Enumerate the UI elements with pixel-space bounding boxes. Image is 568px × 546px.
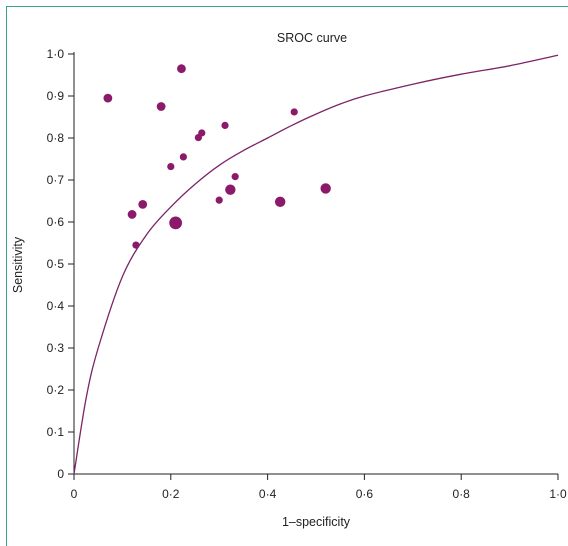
- study-point: [156, 102, 166, 111]
- sroc-curve-layer: [73, 54, 559, 475]
- axes: [68, 52, 559, 480]
- x-tick-label: 0·4: [259, 487, 277, 501]
- y-tick-label: 0·9: [47, 89, 65, 103]
- study-point: [198, 129, 206, 137]
- tick-labels: 0 0·2 0·4 0·6 0·8 1·0 0 0·1 0·2 0·3 0·4 0·5 0·6 0·7 0·…: [47, 47, 567, 501]
- study-point: [221, 121, 229, 129]
- study-point: [169, 216, 183, 230]
- study-point: [290, 108, 298, 116]
- chart-title: SROC curve: [277, 31, 347, 45]
- study-point: [231, 173, 239, 181]
- y-tick-label: 0·6: [47, 215, 65, 229]
- x-axis-label: 1–specificity: [282, 515, 351, 529]
- x-tick-label: 0·8: [453, 487, 471, 501]
- y-tick-label: 0·8: [47, 131, 65, 145]
- data-points: [103, 64, 331, 249]
- study-point: [320, 183, 331, 194]
- study-point: [127, 210, 137, 219]
- study-point: [177, 64, 186, 74]
- x-tick-label: 0·6: [356, 487, 374, 501]
- y-tick-label: 0·7: [47, 173, 65, 187]
- study-point: [132, 241, 140, 249]
- y-tick-label: 0: [57, 467, 64, 481]
- y-tick-label: 0·5: [47, 257, 65, 271]
- study-point: [179, 153, 187, 161]
- study-point: [215, 196, 223, 204]
- x-tick-label: 0: [71, 487, 78, 501]
- chart-frame: [6, 6, 568, 546]
- study-point: [225, 184, 236, 195]
- study-point: [103, 93, 113, 103]
- y-tick-label: 0·3: [47, 341, 65, 355]
- sroc-chart: SROC curve 1–specificity Sensitivity 0 0·…: [11, 31, 567, 529]
- x-tick-label: 0·2: [162, 487, 180, 501]
- y-tick-label: 0·4: [47, 299, 65, 313]
- y-tick-label: 0·1: [47, 425, 65, 439]
- study-point: [138, 199, 148, 209]
- x-tick-label: 1·0: [549, 487, 567, 501]
- study-point: [167, 162, 175, 171]
- y-axis-label: Sensitivity: [11, 236, 25, 293]
- y-tick-label: 1·0: [47, 47, 65, 61]
- sroc-curve: [73, 54, 559, 475]
- y-tick-label: 0·2: [47, 383, 65, 397]
- study-point: [274, 196, 286, 208]
